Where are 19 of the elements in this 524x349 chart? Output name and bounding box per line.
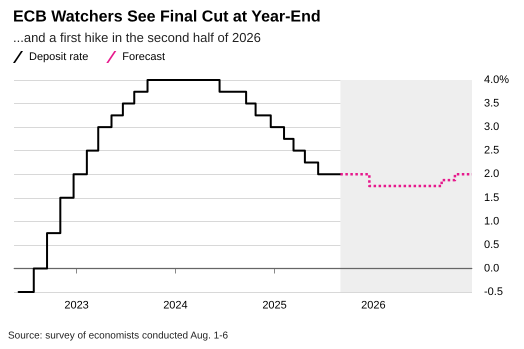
x-tick-label: 2026 [361,300,386,312]
y-tick-label: 2.0 [484,168,500,180]
y-tick-label: 0.0 [484,262,500,274]
y-tick-label: 1.0 [484,215,500,228]
chart-subtitle: ...and a first hike in the second half of 2026 [13,30,261,45]
y-tick-label: 2.5 [484,144,500,157]
y-tick-label: 3.0 [484,121,500,134]
x-tick-label: 2024 [163,300,188,312]
x-tick-label: 2025 [262,300,287,312]
x-tick-label: 2023 [64,300,89,312]
legend-label: Forecast [122,51,166,63]
y-tick-label: -0.5 [484,286,503,298]
y-tick-label: 1.5 [484,192,500,204]
legend-label: Deposit rate [29,51,88,63]
y-tick-label: 3.5 [484,98,500,110]
y-tick-label: 0.5 [484,238,500,251]
source-note: Source: survey of economists conducted Aug. 1-6 [8,330,229,342]
chart-title: ECB Watchers See Final Cut at Year-End [13,8,321,26]
y-tick-label: 4.0% [484,74,510,86]
